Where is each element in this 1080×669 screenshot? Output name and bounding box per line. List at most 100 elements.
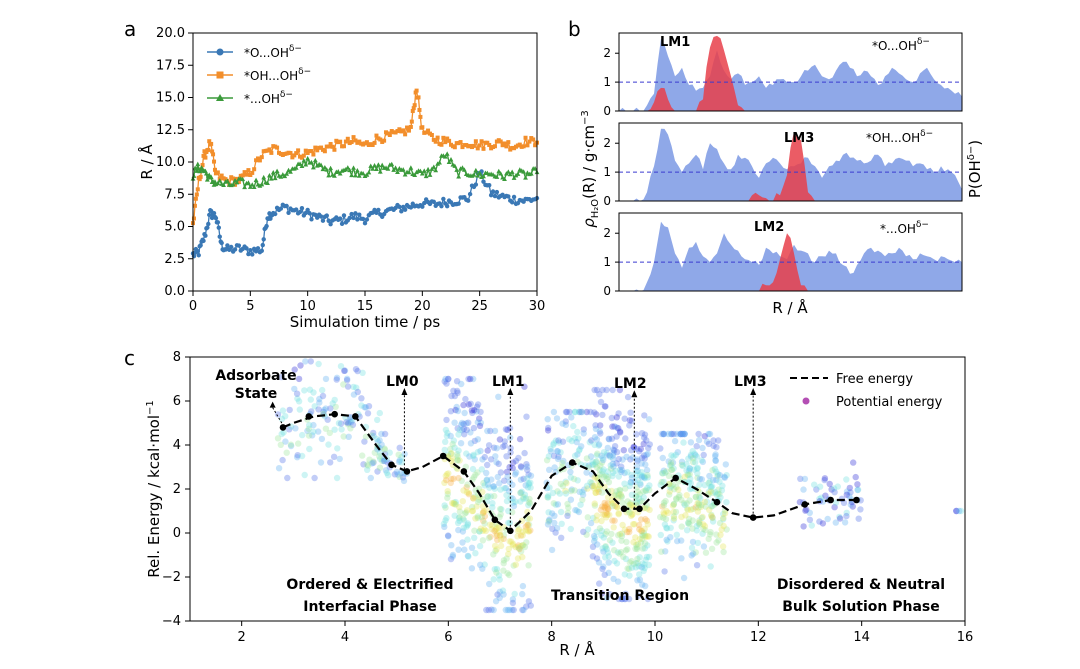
potential-energy-point-1062 bbox=[610, 524, 617, 531]
potential-energy-point-863 bbox=[635, 592, 642, 599]
point-s2-108 bbox=[374, 133, 379, 138]
potential-energy-point-1056 bbox=[635, 521, 643, 529]
potential-energy-point-570 bbox=[506, 478, 513, 486]
potential-energy-point-937 bbox=[617, 548, 625, 556]
potential-energy-point-1438 bbox=[854, 486, 862, 493]
potential-energy-point-429 bbox=[448, 457, 455, 465]
potential-energy-point-958 bbox=[621, 595, 628, 603]
potential-energy-point-1288 bbox=[681, 430, 688, 438]
potential-energy-point-749 bbox=[588, 437, 595, 444]
point-s1-94 bbox=[324, 213, 329, 218]
potential-energy-point-438 bbox=[447, 450, 455, 457]
potential-energy-point-733 bbox=[578, 408, 585, 416]
potential-energy-point-812 bbox=[627, 456, 634, 463]
potential-energy-point-1458 bbox=[834, 483, 841, 490]
potential-energy-point-835 bbox=[611, 557, 618, 565]
potential-energy-point-1179 bbox=[659, 503, 666, 510]
point-s1-144 bbox=[420, 204, 425, 209]
potential-energy-point-648 bbox=[558, 520, 565, 527]
point-s3-5 bbox=[195, 161, 201, 167]
potential-energy-point-1332 bbox=[692, 494, 700, 501]
point-s2-112 bbox=[382, 138, 387, 143]
potential-energy-point-355 bbox=[449, 499, 456, 507]
potential-energy-point-1131 bbox=[705, 479, 712, 487]
potential-energy-point-727 bbox=[575, 447, 583, 454]
potential-energy-point-684 bbox=[574, 428, 581, 436]
potential-energy-point-869 bbox=[628, 501, 635, 509]
point-s3-79 bbox=[318, 162, 324, 167]
potential-energy-point-1110 bbox=[626, 509, 633, 516]
potential-energy-point-495 bbox=[522, 482, 529, 489]
potential-energy-point-1378 bbox=[713, 539, 720, 546]
potential-energy-point-952 bbox=[613, 424, 620, 431]
potential-energy-point-180 bbox=[383, 469, 391, 476]
potential-energy-point-335 bbox=[503, 453, 510, 460]
point-s2-192 bbox=[523, 135, 528, 140]
potential-energy-point-1160 bbox=[666, 462, 674, 469]
potential-energy-point-562 bbox=[522, 495, 530, 502]
potential-energy-point-807 bbox=[606, 537, 614, 544]
potential-energy-point-1465 bbox=[843, 491, 850, 498]
potential-energy-point-667 bbox=[575, 435, 582, 442]
potential-energy-point-517 bbox=[449, 553, 456, 560]
potential-energy-point-1201 bbox=[709, 467, 716, 474]
potential-energy-point-1314 bbox=[706, 472, 713, 480]
potential-energy-point-1253 bbox=[717, 494, 724, 501]
point-s2-10 bbox=[200, 163, 205, 168]
b-frame-1 bbox=[618, 32, 963, 112]
b-probability-area-1 bbox=[619, 35, 962, 111]
point-s3-94 bbox=[347, 167, 353, 173]
point-s2-126 bbox=[408, 124, 413, 129]
potential-energy-point-793 bbox=[593, 528, 600, 536]
potential-energy-point-914 bbox=[598, 527, 605, 534]
potential-energy-point-1214 bbox=[710, 442, 717, 450]
potential-energy-point-398 bbox=[491, 485, 498, 492]
potential-energy-point-114 bbox=[291, 385, 298, 393]
potential-energy-point-768 bbox=[613, 503, 621, 511]
potential-energy-point-201 bbox=[459, 528, 467, 535]
potential-energy-point-1021 bbox=[642, 515, 649, 523]
point-s2-176 bbox=[492, 144, 497, 149]
potential-energy-point-651 bbox=[551, 512, 558, 519]
potential-energy-point-961 bbox=[633, 545, 641, 553]
potential-energy-point-1190 bbox=[703, 498, 711, 505]
potential-energy-point-1023 bbox=[644, 533, 651, 540]
lm-arrow-head-3 bbox=[750, 388, 757, 395]
potential-energy-point-149 bbox=[292, 425, 299, 432]
potential-energy-point-1405 bbox=[711, 489, 719, 496]
c-ytick-label: 0 bbox=[173, 526, 181, 541]
potential-energy-point-603 bbox=[497, 511, 504, 518]
potential-energy-point-496 bbox=[517, 542, 525, 550]
potential-energy-point-849 bbox=[634, 541, 642, 548]
potential-energy-point-275 bbox=[480, 508, 487, 515]
point-s3-96 bbox=[351, 165, 356, 170]
point-s1-154 bbox=[439, 203, 444, 209]
free-energy-point-3 bbox=[352, 413, 359, 420]
potential-energy-point-1205 bbox=[689, 517, 696, 524]
potential-energy-point-1127 bbox=[640, 440, 647, 448]
potential-energy-point-1008 bbox=[599, 386, 606, 394]
potential-energy-point-1464 bbox=[811, 481, 818, 488]
point-s2-17 bbox=[207, 139, 212, 144]
point-s3-14 bbox=[203, 171, 209, 176]
point-s2-23 bbox=[212, 167, 217, 172]
potential-energy-point-659 bbox=[550, 441, 557, 448]
point-s1-28 bbox=[217, 234, 222, 239]
potential-energy-point-261 bbox=[444, 490, 451, 498]
potential-energy-point-1054 bbox=[602, 543, 609, 551]
point-s1-107 bbox=[349, 211, 354, 217]
potential-energy-point-1442 bbox=[830, 485, 838, 492]
potential-energy-point-1000 bbox=[618, 533, 626, 540]
point-s3-71 bbox=[303, 162, 309, 167]
potential-energy-point-277 bbox=[503, 497, 511, 505]
potential-energy-point-950 bbox=[638, 564, 645, 571]
potential-energy-point-382 bbox=[490, 606, 497, 614]
potential-energy-point-286 bbox=[471, 527, 478, 534]
point-s2-165 bbox=[471, 143, 476, 148]
potential-energy-point-1035 bbox=[611, 517, 618, 524]
potential-energy-point-748 bbox=[570, 422, 577, 430]
c-xtick-label: 4 bbox=[341, 630, 349, 645]
potential-energy-point-565 bbox=[461, 510, 469, 517]
potential-energy-point-610 bbox=[587, 479, 594, 486]
point-s3-84 bbox=[328, 165, 333, 171]
